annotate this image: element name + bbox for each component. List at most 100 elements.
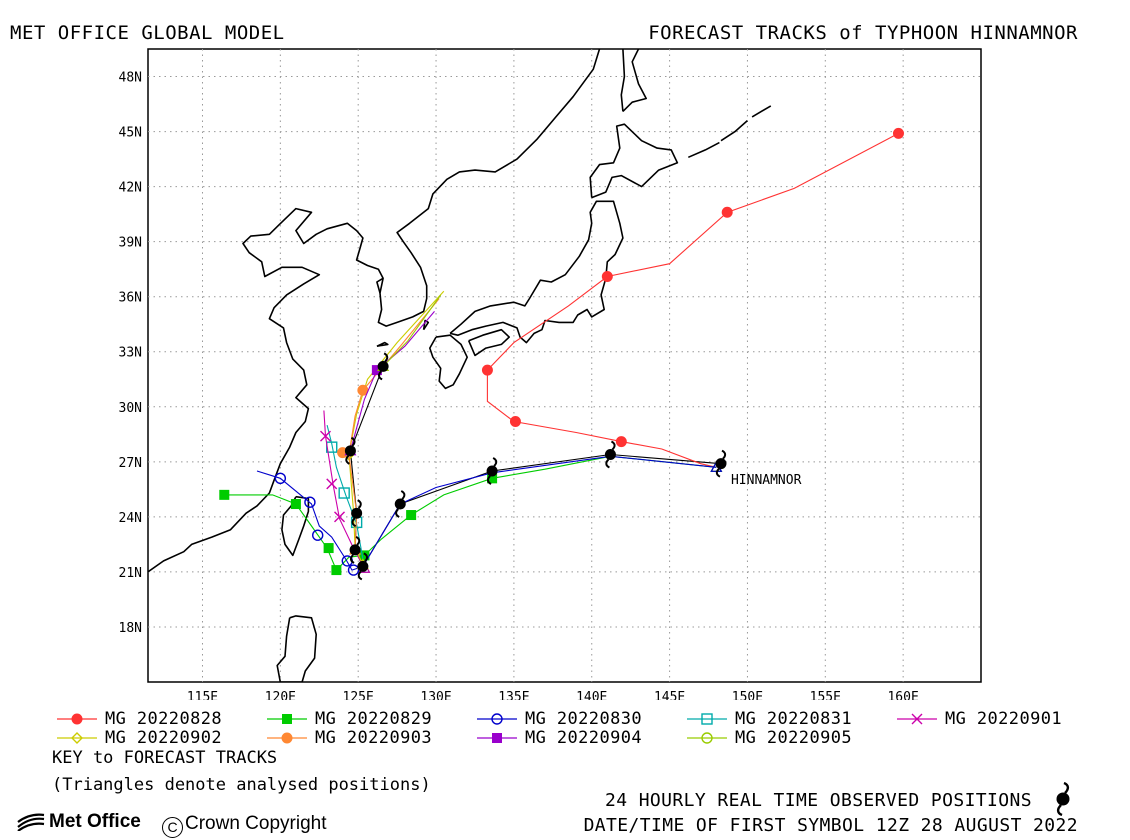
legend-swatch: [267, 732, 307, 744]
track-marker: [304, 496, 316, 508]
track-marker: [892, 127, 904, 139]
lon-tick-label: 135E: [498, 690, 529, 700]
lat-tick-label: 30N: [119, 401, 142, 416]
crown-copyright: C Crown Copyright: [162, 813, 327, 838]
typhoon-symbol-icon: [349, 536, 361, 564]
legend-item: MG 20220830: [475, 709, 642, 729]
met-office-logo: Met Office: [16, 811, 141, 833]
legend-swatch-marker: [282, 714, 292, 724]
track-marker: [347, 564, 360, 576]
legend-item: MG 20220904: [475, 728, 642, 748]
lat-tick-label: 33N: [119, 346, 142, 361]
legend-swatch-marker: [71, 732, 83, 744]
track-marker: [331, 565, 342, 576]
typhoon-symbol-icon: [1056, 782, 1070, 816]
observed-positions-label: 24 HOURLY REAL TIME OBSERVED POSITIONS: [604, 790, 1032, 811]
kuril-island-1: [687, 141, 720, 159]
met-office-logo-text: Met Office: [49, 811, 141, 832]
sakhalin-west-coast: [620, 49, 626, 112]
legend-item: MG 20220902: [55, 728, 222, 748]
track-marker: [509, 415, 521, 427]
legend-item: MG 20220831: [685, 709, 852, 729]
track-marker: [274, 472, 287, 485]
hokkaido-coast: [589, 123, 679, 199]
lat-tick-label: 39N: [119, 236, 142, 251]
lat-tick-label: 42N: [119, 181, 142, 196]
kyushu-coast: [429, 334, 468, 390]
map-frame: [147, 48, 982, 683]
legend-swatch: [897, 713, 937, 725]
track-marker: [406, 510, 417, 521]
track-marker: [359, 550, 370, 561]
track-marker: [323, 543, 334, 554]
lat-tick-label: 45N: [119, 126, 142, 141]
kuril-island-3: [751, 105, 772, 118]
lon-tick-label: 130E: [420, 690, 451, 700]
honshu-coast: [449, 200, 624, 344]
typhoon-symbol-icon: [394, 490, 406, 518]
shikoku-coast: [467, 328, 510, 357]
forecast-tracks: [219, 127, 904, 576]
track-marker: [371, 365, 382, 376]
observed-position-symbols: [344, 352, 727, 581]
map-grid: [148, 49, 981, 682]
lat-tick-label: 48N: [119, 71, 142, 86]
typhoon-symbol-icon: [357, 552, 369, 581]
legend-item: MG 20220903: [265, 728, 432, 748]
header-right-title: FORECAST TRACKS of TYPHOON HINNAMNOR: [648, 22, 1078, 44]
track-marker: [338, 487, 350, 499]
track-line: [326, 424, 365, 569]
key-title: KEY to FORECAST TRACKS: [52, 748, 278, 768]
legend-label: MG 20220903: [315, 728, 432, 748]
track-marker: [487, 473, 498, 484]
axis-tick-labels: 115E 120E 125E 130E 135E 140E 145E 150E 155E 160E…: [119, 71, 919, 700]
mainland-china-korea-russia-coast: [148, 49, 601, 573]
tsushima-island: [422, 319, 430, 331]
legend-label: MG 20220828: [105, 709, 222, 729]
storm-name-label: HINNAMNOR: [731, 473, 802, 488]
lat-tick-label: 36N: [119, 291, 142, 306]
copyright-symbol: C: [162, 817, 183, 838]
track-marker: [219, 489, 230, 500]
legend-item: MG 20220828: [55, 709, 222, 729]
track-marker: [601, 271, 613, 283]
legend-item: MG 20220905: [685, 728, 852, 748]
legend-swatch-marker: [71, 713, 83, 725]
jeju-island: [376, 341, 389, 347]
legend-swatch-marker: [491, 713, 503, 725]
legend-swatch-marker: [911, 713, 923, 725]
track-mg-20220829: [219, 455, 723, 576]
lon-tick-label: 115E: [187, 690, 218, 700]
legend-label: MG 20220829: [315, 709, 432, 729]
legend-label: MG 20220830: [525, 709, 642, 729]
typhoon-symbol-icon: [715, 449, 727, 478]
lon-tick-label: 120E: [265, 690, 296, 700]
typhoon-symbol-icon: [351, 499, 363, 528]
legend-swatch-marker: [701, 732, 713, 744]
met-office-swirl-icon: [17, 813, 45, 831]
track-mg-20220828: [481, 127, 904, 472]
track-marker: [320, 430, 331, 442]
kuril-island-2: [720, 120, 748, 142]
lon-tick-label: 150E: [732, 690, 763, 700]
track-marker: [481, 364, 493, 376]
legend-swatch: [267, 714, 307, 724]
lon-tick-label: 140E: [576, 690, 607, 700]
legend-label: MG 20220902: [105, 728, 222, 748]
legend-label: MG 20220904: [525, 728, 642, 748]
legend-swatch-marker: [492, 733, 502, 743]
legend-label: MG 20220901: [945, 709, 1062, 729]
legend-label: MG 20220831: [735, 709, 852, 729]
lon-tick-label: 125E: [343, 690, 374, 700]
track-marker: [312, 529, 324, 541]
legend-swatch: [477, 713, 517, 725]
legend-swatch: [687, 713, 727, 725]
luzon-coast: [276, 615, 317, 682]
track-line: [348, 298, 440, 550]
legend-label: MG 20220905: [735, 728, 852, 748]
sakhalin-coast: [622, 49, 647, 112]
first-symbol-datetime: DATE/TIME OF FIRST SYMBOL 12Z 28 AUGUST …: [583, 815, 1078, 836]
lon-tick-label: 155E: [810, 690, 841, 700]
track-marker: [334, 511, 346, 523]
lat-tick-label: 21N: [119, 566, 142, 581]
